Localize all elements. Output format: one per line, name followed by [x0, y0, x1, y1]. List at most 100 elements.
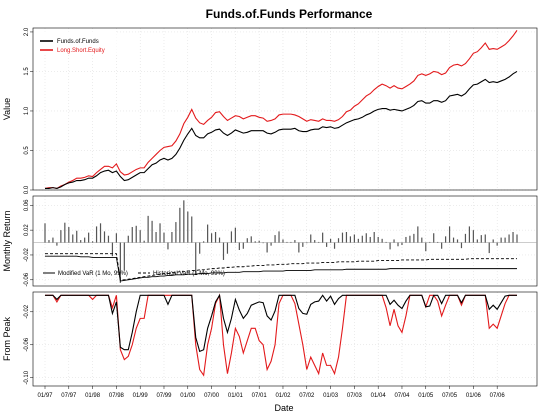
- return-bar: [127, 235, 129, 243]
- return-bar: [373, 232, 375, 243]
- x-tick-label: 07/06: [490, 393, 506, 399]
- return-bar: [195, 242, 197, 275]
- return-bar: [452, 237, 455, 243]
- return-bar: [151, 220, 153, 243]
- return-bar: [258, 240, 260, 243]
- return-bar: [91, 241, 94, 243]
- return-bar: [488, 242, 490, 254]
- x-tick-label: 01/06: [466, 393, 482, 399]
- return-bar: [282, 239, 284, 243]
- return-bar: [393, 239, 395, 243]
- return-bar: [64, 222, 66, 243]
- return-bar: [84, 237, 86, 243]
- y-tick-label: 0.06: [24, 199, 30, 211]
- return-bar: [460, 242, 463, 249]
- return-bar: [72, 234, 74, 243]
- return-bar: [99, 223, 102, 243]
- return-bar: [310, 234, 312, 243]
- return-bar: [187, 211, 189, 243]
- return-bar: [389, 242, 391, 250]
- panel-frame: [32, 195, 538, 287]
- return-bar: [357, 238, 359, 243]
- return-bar: [68, 227, 70, 243]
- y-tick-label: 2.0: [24, 27, 30, 36]
- return-bar: [337, 238, 340, 243]
- series-line-funds-of-funds: [45, 293, 517, 353]
- y-tick-label: 0.0: [24, 185, 30, 194]
- return-bar: [52, 237, 54, 243]
- return-bar: [135, 225, 137, 243]
- y-tick-label: -0.02: [24, 247, 30, 261]
- y-tick-label: -0.06: [24, 337, 30, 351]
- monthly-return-legend: Modified VaR (1 Mo, 99%) Historical VaR (…: [43, 271, 225, 277]
- x-tick-label: 07/02: [299, 393, 315, 399]
- return-bar: [512, 232, 514, 243]
- y-tick-label: 1.0: [24, 106, 30, 115]
- return-bar: [353, 234, 355, 243]
- return-bar: [119, 242, 121, 283]
- return-bar: [480, 235, 482, 243]
- y-tick-label: 1.5: [24, 67, 30, 76]
- return-bar: [385, 241, 387, 243]
- panel-frame: [32, 291, 538, 387]
- x-tick-label: 07/01: [252, 393, 268, 399]
- return-bar: [496, 242, 498, 246]
- return-bar: [123, 242, 125, 271]
- x-tick-label: 07/03: [347, 393, 363, 399]
- y-tick-label: -0.10: [24, 370, 30, 384]
- x-axis-label: Date: [274, 403, 293, 413]
- return-bar: [111, 242, 114, 257]
- x-tick-label: 07/05: [442, 393, 458, 399]
- return-bar: [250, 236, 252, 243]
- return-bar: [171, 232, 173, 243]
- y-tick-label: -0.02: [24, 304, 30, 318]
- y-axis-label: Monthly Return: [2, 210, 12, 271]
- x-tick-label: 01/04: [371, 393, 387, 399]
- return-bar: [369, 236, 371, 243]
- return-bar: [421, 237, 423, 243]
- drawdown-panel: -0.10 -0.06 -0.02 From Peak: [2, 291, 538, 387]
- return-bar: [191, 216, 193, 243]
- return-bar: [167, 242, 169, 250]
- return-bar: [341, 232, 344, 243]
- x-tick-label: 07/99: [156, 393, 172, 399]
- return-bar: [286, 241, 288, 243]
- x-axis: 01/97 07/97 01/98 07/98 01/99 07/99 01/00 07/00…: [37, 386, 505, 399]
- return-bar: [163, 232, 165, 243]
- return-bar: [147, 215, 149, 243]
- return-bar: [365, 233, 367, 243]
- return-bar: [207, 224, 209, 243]
- return-bar: [333, 242, 336, 249]
- x-tick-label: 01/03: [323, 393, 339, 399]
- return-bar: [500, 237, 502, 243]
- y-axis-label: From Peak: [2, 316, 12, 361]
- return-bar: [437, 241, 439, 243]
- return-bar: [413, 233, 415, 243]
- return-bar: [504, 237, 506, 243]
- return-bar: [326, 242, 328, 247]
- legend-box: [35, 31, 117, 55]
- return-bar: [143, 240, 145, 243]
- x-tick-label: 01/02: [275, 393, 291, 399]
- x-tick-label: 01/97: [37, 393, 53, 399]
- return-bar: [302, 242, 304, 247]
- x-tick-label: 01/98: [85, 393, 101, 399]
- return-bar: [294, 240, 296, 243]
- x-tick-label: 07/04: [394, 393, 410, 399]
- return-bar: [203, 241, 205, 243]
- return-bar: [441, 242, 443, 249]
- return-bar: [262, 242, 264, 244]
- return-bar: [472, 230, 474, 243]
- return-bar: [405, 236, 407, 243]
- return-bar: [48, 240, 50, 243]
- series-line-long-short-equity: [44, 30, 518, 190]
- legend-label-modified: Modified VaR (1 Mo, 99%): [58, 271, 128, 277]
- y-tick-label: 0.5: [24, 146, 30, 155]
- return-bar: [433, 233, 435, 243]
- return-bar: [76, 230, 78, 243]
- x-tick-label: 01/99: [133, 393, 149, 399]
- monthly-return-panel: -0.06 -0.02 0.02 0.06 Monthly Return Modified…: [2, 195, 538, 287]
- return-bar: [445, 236, 447, 243]
- series-line-long-short-equity: [45, 293, 517, 377]
- return-bar: [199, 242, 201, 254]
